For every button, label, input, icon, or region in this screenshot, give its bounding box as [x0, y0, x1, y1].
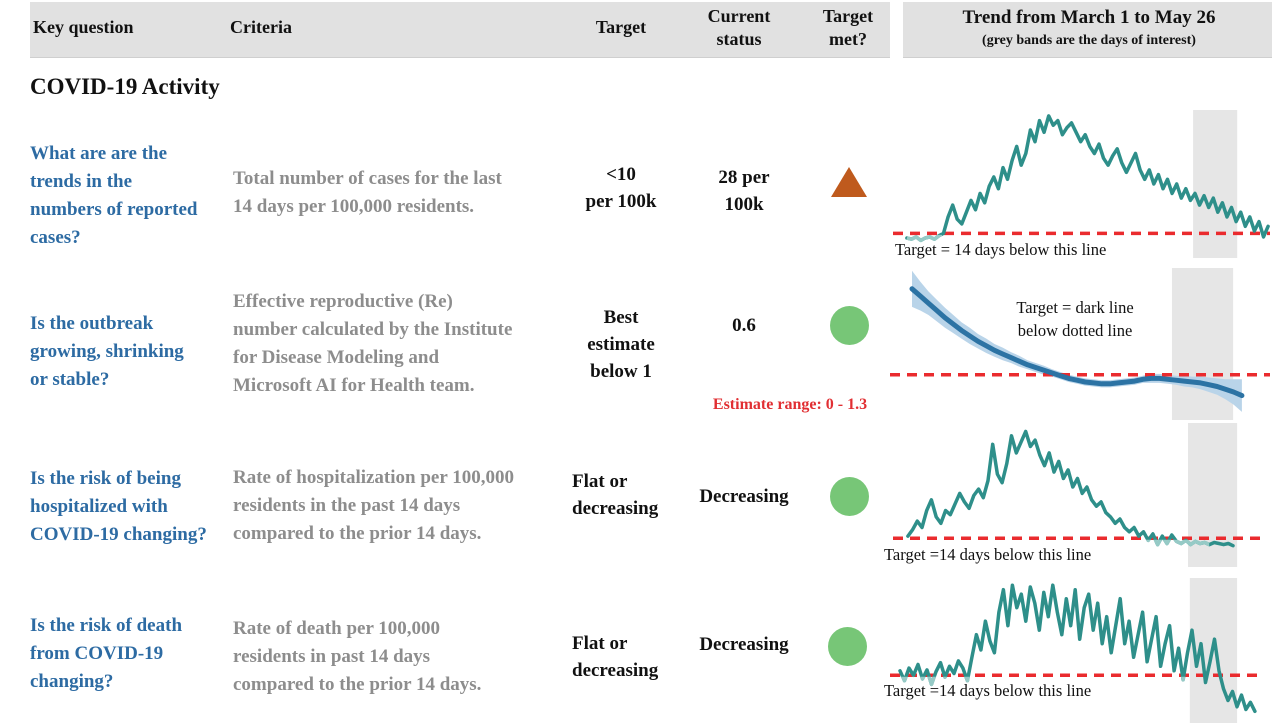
trend-chart-hospitalization: [893, 423, 1265, 567]
current-status-hospitalized: Decreasing: [699, 486, 789, 507]
question-cases: What are are the trends in the numbers o…: [30, 143, 198, 248]
current-status-death: Decreasing: [699, 634, 789, 655]
chart-annotation-re: Target = dark line below dotted line: [1016, 298, 1134, 340]
column-header-trend-subtitle: (grey bands are the days of interest): [982, 33, 1196, 48]
header-band-left: [30, 2, 890, 58]
chart-caption-hospitalization: Target =14 days below this line: [884, 545, 1092, 564]
column-header-target: Target: [595, 17, 647, 37]
criteria-death: Rate of death per 100,000 residents in p…: [233, 618, 482, 695]
criteria-outbreak: Effective reproductive (Re) number calcu…: [233, 291, 513, 396]
target-cases: <10 per 100k: [585, 164, 657, 212]
target-hospitalized: Flat or decreasing: [572, 471, 659, 519]
question-hospitalized: Is the risk of being hospitalized with C…: [30, 468, 207, 545]
status-icon-cases-not-met: [831, 167, 867, 197]
status-icon-hospitalized-met: [830, 477, 869, 516]
chart-caption-cases: Target = 14 days below this line: [895, 240, 1107, 259]
column-header-key-question: Key question: [33, 17, 134, 37]
criteria-cases: Total number of cases for the last 14 da…: [233, 168, 502, 217]
target-outbreak: Best estimate below 1: [587, 307, 655, 382]
chart-caption-death: Target =14 days below this line: [884, 681, 1092, 700]
trend-chart-cases: [893, 110, 1270, 258]
question-outbreak: Is the outbreak growing, shrinking or st…: [30, 313, 184, 390]
criteria-hospitalized: Rate of hospitalization per 100,000 resi…: [233, 467, 514, 544]
estimate-range-label: Estimate range: 0 - 1.3: [712, 396, 868, 413]
trend-chart-death: [890, 578, 1262, 723]
status-icon-outbreak-met: [830, 306, 869, 345]
column-header-trend: Trend from March 1 to May 26: [962, 7, 1216, 28]
current-status-cases: 28 per 100k: [718, 167, 770, 215]
trend-chart-re: [890, 268, 1270, 420]
column-header-target-met: Target met?: [822, 6, 874, 49]
column-header-current-status: Current status: [707, 6, 771, 49]
header-band-right: [903, 2, 1272, 58]
target-death: Flat or decreasing: [572, 633, 659, 681]
question-death: Is the risk of death from COVID-19 chang…: [30, 615, 183, 692]
section-title: COVID-19 Activity: [30, 74, 220, 99]
column-header-criteria: Criteria: [230, 17, 292, 37]
status-icon-death-met: [828, 627, 867, 666]
current-status-outbreak: 0.6: [732, 315, 756, 336]
